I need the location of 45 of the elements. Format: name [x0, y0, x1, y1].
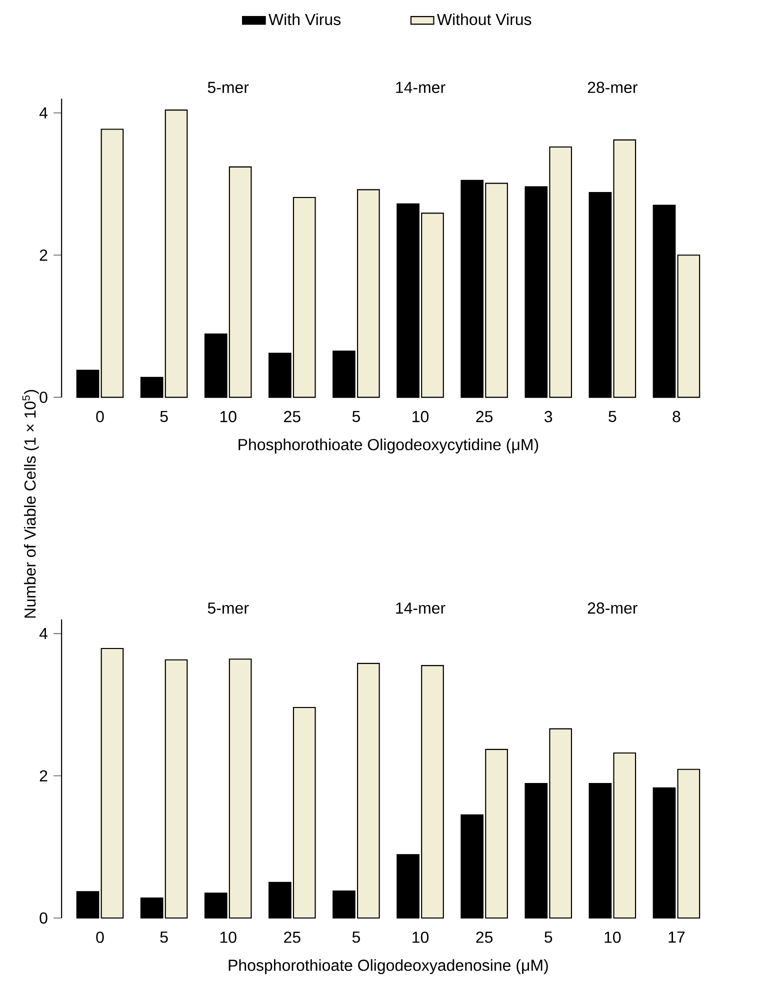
bar: [100, 648, 124, 919]
text: 5-mer: [208, 82, 249, 94]
y-tick-label: 2: [40, 250, 48, 261]
text: 28-mer: [588, 602, 638, 614]
y-tick-label: 0: [40, 912, 48, 924]
x-tick-label: 0: [96, 410, 104, 422]
y-tick-label: 0: [40, 392, 48, 403]
x-tick-label: 25: [284, 410, 300, 422]
x-tick-label: 17: [668, 932, 685, 943]
text: 28-mer: [588, 82, 638, 94]
x-tick-label: 10: [412, 932, 429, 943]
x-tick-label: 5: [352, 932, 360, 943]
bar: [100, 128, 124, 398]
x-tick-label: 8: [672, 410, 680, 422]
x-axis-title: Phosphorothioate Oligodeoxyadenosine (μM): [228, 959, 548, 974]
x-tick-label: 5: [160, 410, 168, 422]
x-tick-label: 25: [476, 410, 493, 422]
x-tick-label: 10: [412, 410, 429, 422]
y-tick-label: 4: [39, 107, 48, 118]
bar: [677, 768, 700, 919]
text: 5-mer: [208, 602, 249, 614]
bar: [76, 370, 100, 398]
x-tick-label: 5: [352, 410, 360, 422]
x-tick-label: 10: [604, 932, 621, 943]
x-tick-label: 10: [220, 410, 236, 422]
y-axis-title: Number of Viable Cells (1 × 10$^{5}$): [22, 390, 39, 618]
x-tick-label: 5: [544, 932, 552, 943]
x-tick-label: 0: [96, 932, 104, 943]
bar: [76, 891, 100, 919]
x-tick-label: 25: [476, 932, 493, 943]
x-axis-title: Phosphorothioate Oligodeoxycytidine (μM): [238, 438, 538, 454]
bar: [652, 204, 676, 398]
text: 14-mer: [396, 82, 446, 94]
y-tick-label: 2: [40, 770, 48, 782]
text: 14-mer: [396, 602, 446, 614]
x-tick-label: 25: [284, 932, 300, 943]
x-tick-label: 10: [220, 932, 236, 943]
legend-label: With Virus: [268, 13, 341, 26]
bar: [652, 787, 676, 919]
x-tick-label: 5: [160, 932, 168, 943]
legend-label: Without Virus: [437, 13, 532, 26]
x-tick-label: 3: [544, 410, 552, 422]
y-tick-label: 4: [39, 628, 48, 640]
bar: [677, 254, 700, 398]
x-tick-label: 5: [608, 410, 616, 422]
